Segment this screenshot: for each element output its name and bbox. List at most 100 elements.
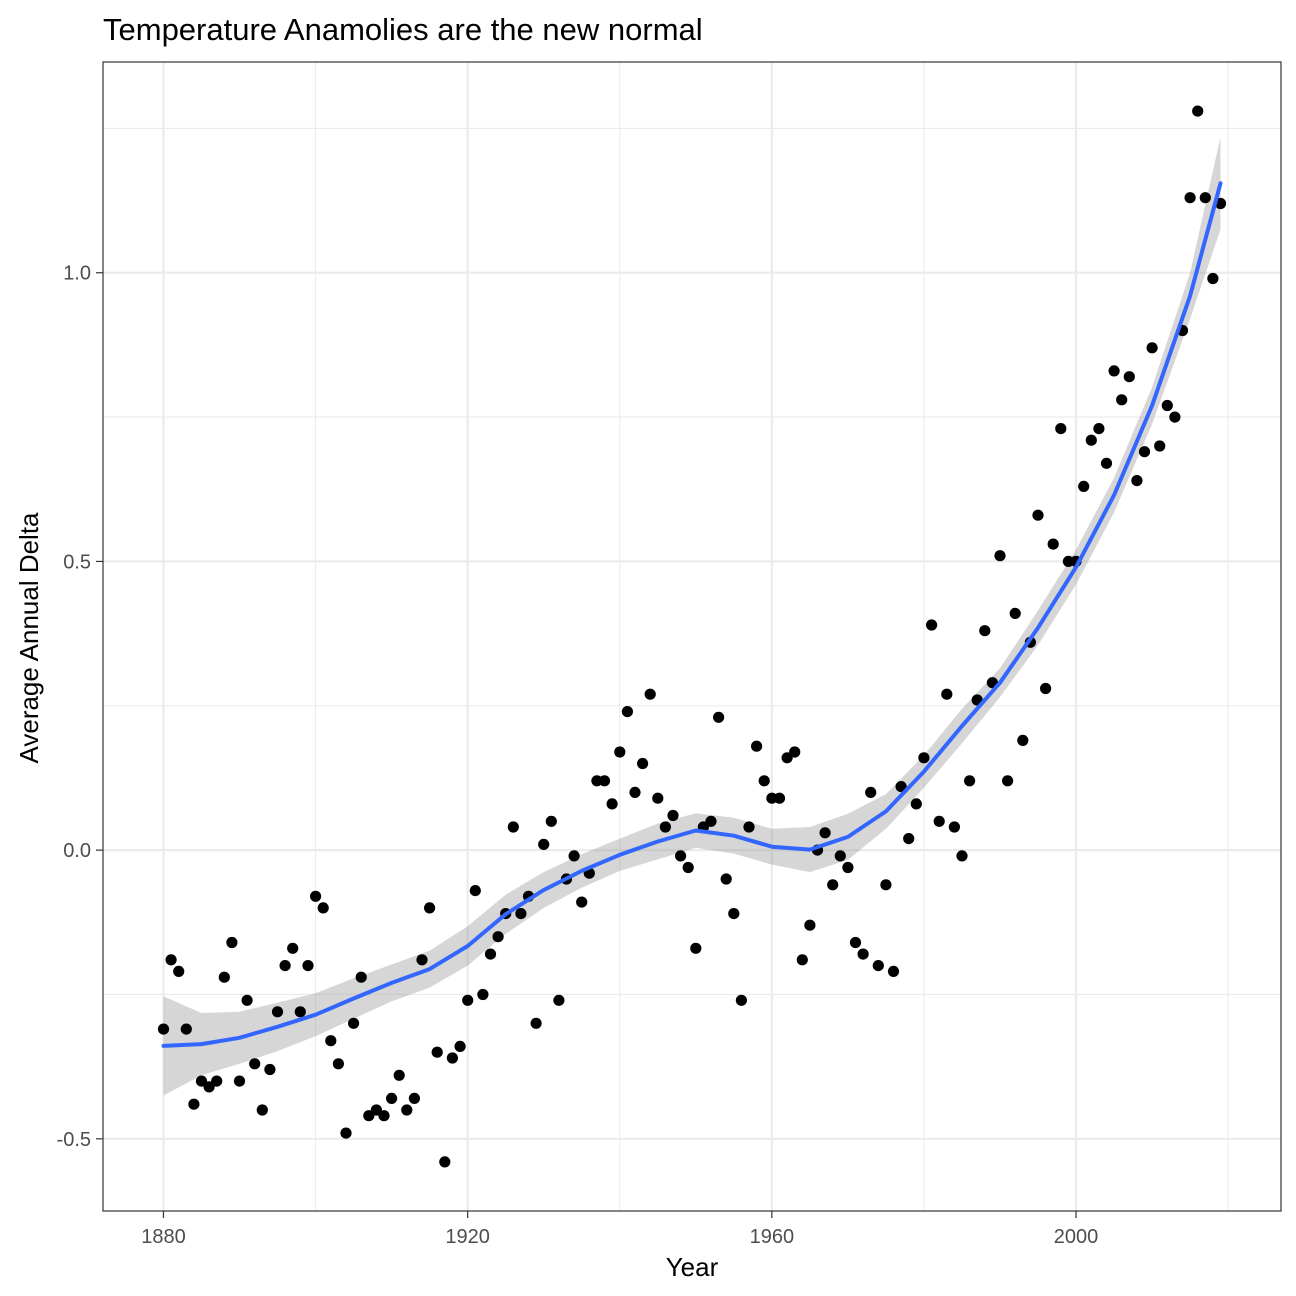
gridlines	[103, 62, 1281, 1211]
data-point	[887, 965, 900, 978]
data-point	[1085, 434, 1097, 446]
data-point	[203, 1081, 215, 1093]
data-point	[256, 1104, 268, 1116]
y-tick-label: 1.0	[63, 263, 91, 285]
data-point	[910, 798, 922, 810]
data-point	[644, 688, 656, 700]
data-point	[1184, 192, 1196, 204]
data-point	[865, 786, 877, 799]
data-point	[796, 954, 808, 966]
data-point	[652, 792, 664, 804]
data-point	[621, 706, 634, 718]
data-point	[682, 861, 694, 874]
data-point	[1192, 105, 1204, 117]
data-point	[264, 1063, 276, 1076]
data-point	[1146, 342, 1158, 354]
y-tick-label: 0.5	[63, 551, 91, 573]
data-point	[713, 711, 725, 723]
y-axis-title: Average Annual Delta	[14, 512, 44, 764]
data-point	[310, 890, 322, 902]
data-point	[979, 625, 991, 637]
data-point	[545, 815, 557, 827]
data-point	[249, 1058, 261, 1070]
data-point	[1138, 446, 1151, 458]
data-point	[576, 896, 588, 908]
data-point	[1032, 509, 1044, 521]
data-point	[507, 821, 519, 833]
data-point	[416, 954, 428, 966]
data-point	[370, 1104, 382, 1116]
data-point	[568, 850, 580, 862]
y-axis-ticks: -0.5 0.0 0.5 1.0	[57, 263, 103, 1151]
x-tick-label: 1880	[141, 1226, 186, 1248]
data-point	[1100, 457, 1113, 469]
data-point	[941, 688, 953, 700]
data-point	[842, 861, 854, 874]
data-point	[933, 815, 945, 827]
x-tick-label: 1920	[445, 1226, 490, 1248]
data-point	[287, 942, 299, 954]
data-point	[614, 746, 626, 758]
data-point	[492, 931, 504, 943]
data-point	[1154, 440, 1166, 452]
x-tick-label: 2000	[1054, 1226, 1099, 1248]
smooth-trend-line	[161, 181, 1223, 1048]
data-point	[857, 948, 869, 960]
data-point	[804, 919, 816, 931]
data-point	[211, 1075, 223, 1087]
data-point	[355, 971, 367, 983]
y-tick-label: -0.5	[57, 1129, 91, 1151]
data-points	[157, 105, 1227, 1168]
data-point	[880, 879, 892, 891]
data-point	[956, 850, 968, 862]
data-point	[675, 850, 687, 862]
data-point	[302, 960, 314, 972]
data-point	[233, 1075, 246, 1087]
data-point	[408, 1092, 420, 1104]
data-point	[332, 1058, 344, 1070]
data-point	[515, 908, 527, 920]
data-point	[1078, 480, 1090, 492]
y-tick-label: 0.0	[63, 840, 91, 862]
data-point	[157, 1023, 170, 1035]
data-point	[424, 902, 436, 914]
data-point	[386, 1092, 398, 1104]
data-point	[659, 821, 672, 833]
data-point	[530, 1017, 542, 1029]
data-point	[401, 1104, 413, 1116]
data-point	[1207, 272, 1219, 285]
data-point	[1108, 365, 1120, 377]
chart-title: Temperature Anamolies are the new normal	[103, 12, 703, 47]
data-point	[393, 1069, 405, 1081]
data-point	[849, 936, 862, 949]
data-point	[469, 885, 481, 897]
data-point	[926, 619, 938, 631]
x-tick-label: 1960	[750, 1226, 795, 1248]
data-point	[180, 1023, 192, 1035]
data-point	[827, 879, 839, 891]
x-axis-ticks: 1880 1920 1960 2000	[141, 1211, 1098, 1248]
data-point	[165, 954, 177, 966]
data-point	[1047, 538, 1059, 550]
data-point	[226, 936, 238, 949]
data-point	[317, 902, 329, 914]
data-point	[1009, 607, 1021, 620]
data-point	[1123, 371, 1135, 383]
data-point	[553, 994, 565, 1006]
data-point	[477, 988, 489, 1001]
data-point	[1002, 775, 1014, 787]
x-axis-title: Year	[666, 1252, 719, 1282]
data-point	[598, 775, 611, 787]
data-point	[819, 827, 831, 839]
data-point	[1040, 682, 1052, 695]
data-point	[789, 746, 801, 758]
data-point	[781, 752, 793, 764]
data-point	[378, 1110, 390, 1122]
data-point	[964, 775, 976, 787]
data-point	[1116, 394, 1128, 406]
data-point	[728, 908, 740, 920]
data-point	[218, 971, 230, 983]
data-point	[454, 1040, 466, 1052]
data-point	[872, 960, 884, 972]
